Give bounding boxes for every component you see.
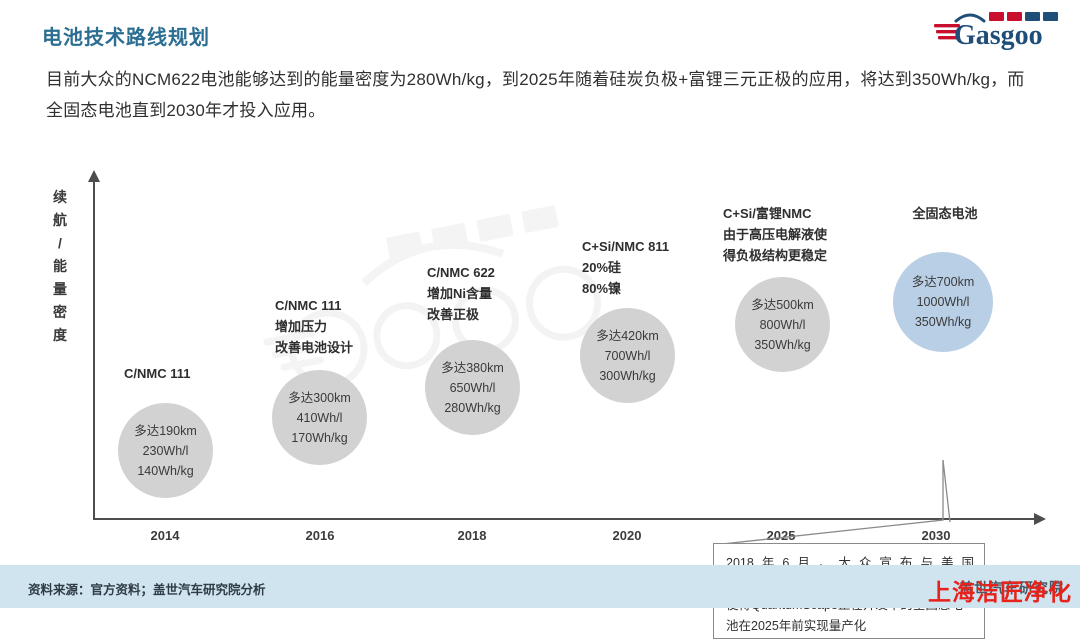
footer-watermark: 上海洁匠净化 <box>928 579 1072 605</box>
callout-pointer <box>700 459 960 550</box>
intro-paragraph: 目前大众的NCM622电池能够达到的能量密度为280Wh/kg，到2025年随着… <box>46 70 1025 120</box>
caption-line: 全固态电池 <box>912 206 978 221</box>
bubble-density-vol: 410Wh/l <box>296 410 343 425</box>
bubble-density-vol: 650Wh/l <box>449 380 496 395</box>
bubble-range: 多达420km <box>596 328 659 343</box>
caption-line: C+Si/NMC 811 <box>582 239 670 254</box>
y-axis-char: / <box>58 235 62 251</box>
bubble-caption-2030: 全固态电池 <box>897 203 993 224</box>
bubble-density-mass: 350Wh/kg <box>754 337 811 352</box>
bubble-density-mass: 140Wh/kg <box>137 463 194 478</box>
y-axis-label: 续 航 / 能 量 密 度 <box>49 186 71 347</box>
callout-line-4: 池在2025年前实现量产化 <box>726 619 867 633</box>
bubble-caption-2018: C/NMC 622 增加Ni含量 改善正极 <box>427 262 495 325</box>
caption-line: 得负极结构更稳定 <box>723 248 828 263</box>
caption-line: 改善正极 <box>427 307 480 322</box>
bubble-caption-2020: C+Si/NMC 811 20%硅 80%镍 <box>582 236 669 299</box>
footer-bar: 资料来源：官方资料；盖世汽车研究院分析 盖世汽车研究院 上海洁匠净化 <box>0 565 1080 608</box>
bubble-range: 多达190km <box>134 423 197 438</box>
bubble-2014: 多达190km 230Wh/l 140Wh/kg <box>118 403 213 498</box>
bubble-2016: 多达300km 410Wh/l 170Wh/kg <box>272 370 367 465</box>
bubble-density-mass: 350Wh/kg <box>914 315 972 329</box>
caption-line: C/NMC 111 <box>275 298 342 313</box>
x-tick-2018: 2018 <box>457 528 487 543</box>
bubble-caption-2016: C/NMC 111 增加压力 改善电池设计 <box>275 295 353 358</box>
footer-brand: 盖世汽车研究院 <box>959 580 1064 596</box>
y-axis-char: 续 <box>53 189 67 205</box>
bubble-caption-2014: C/NMC 111 <box>124 363 190 384</box>
bubble-density-vol: 700Wh/l <box>604 348 651 363</box>
bubble-density-vol: 1000Wh/l <box>916 295 970 309</box>
bubble-range: 多达700km <box>911 275 975 289</box>
svg-text:Gasgoo: Gasgoo <box>954 20 1043 51</box>
x-tick-2020: 2020 <box>612 528 642 543</box>
caption-line: C/NMC 111 <box>124 366 191 381</box>
caption-line: C+Si/富锂NMC <box>723 206 812 221</box>
bubble-density-mass: 170Wh/kg <box>291 430 348 445</box>
x-axis-arrow-icon <box>1034 513 1046 525</box>
y-axis-char: 能 <box>53 258 67 274</box>
y-axis-char: 量 <box>53 281 67 297</box>
x-tick-2025: 2025 <box>766 528 796 543</box>
caption-line: 改善电池设计 <box>275 340 354 355</box>
caption-line: C/NMC 622 <box>427 265 495 280</box>
slide-root: 电池技术路线规划 Gasgoo 目前大众的NCM622电池能够 <box>0 8 1080 639</box>
bubble-density-mass: 280Wh/kg <box>444 400 501 415</box>
bubble-2018: 多达380km 650Wh/l 280Wh/kg <box>425 340 520 435</box>
y-axis-char: 航 <box>53 212 67 228</box>
caption-line: 由于高压电解液使 <box>723 227 828 242</box>
footer-source: 资料来源：官方资料；盖世汽车研究院分析 <box>28 583 266 597</box>
x-tick-2030: 2030 <box>921 528 951 543</box>
caption-line: 80%镍 <box>582 281 622 296</box>
bubble-2025: 多达500km 800Wh/l 350Wh/kg <box>735 277 830 372</box>
page-title: 电池技术路线规划 <box>42 27 210 49</box>
y-axis-char: 密 <box>53 304 67 320</box>
bubble-2020: 多达420km 700Wh/l 300Wh/kg <box>580 308 675 403</box>
bubble-2030: 多达700km 1000Wh/l 350Wh/kg <box>893 252 993 352</box>
caption-line: 增加Ni含量 <box>427 286 493 301</box>
battery-roadmap-chart: 续 航 / 能 量 密 度 2014 2016 2018 2020 2025 2… <box>0 160 1080 639</box>
bubble-density-vol: 230Wh/l <box>142 443 189 458</box>
bubble-caption-2025: C+Si/富锂NMC 由于高压电解液使 得负极结构更稳定 <box>723 203 827 266</box>
x-axis-line <box>93 518 1036 520</box>
bubble-density-mass: 300Wh/kg <box>599 368 656 383</box>
y-axis-arrow-icon <box>88 170 100 182</box>
bubble-density-vol: 800Wh/l <box>759 317 806 332</box>
bubble-range: 多达500km <box>751 297 814 312</box>
x-tick-2016: 2016 <box>305 528 335 543</box>
bubble-range: 多达380km <box>441 360 504 375</box>
y-axis-char: 度 <box>53 327 67 343</box>
x-tick-2014: 2014 <box>150 528 180 543</box>
caption-line: 增加压力 <box>275 319 328 334</box>
caption-line: 20%硅 <box>582 260 622 275</box>
y-axis-line <box>93 180 95 520</box>
bubble-range: 多达300km <box>288 390 351 405</box>
gasgoo-logo: Gasgoo <box>934 8 1062 52</box>
